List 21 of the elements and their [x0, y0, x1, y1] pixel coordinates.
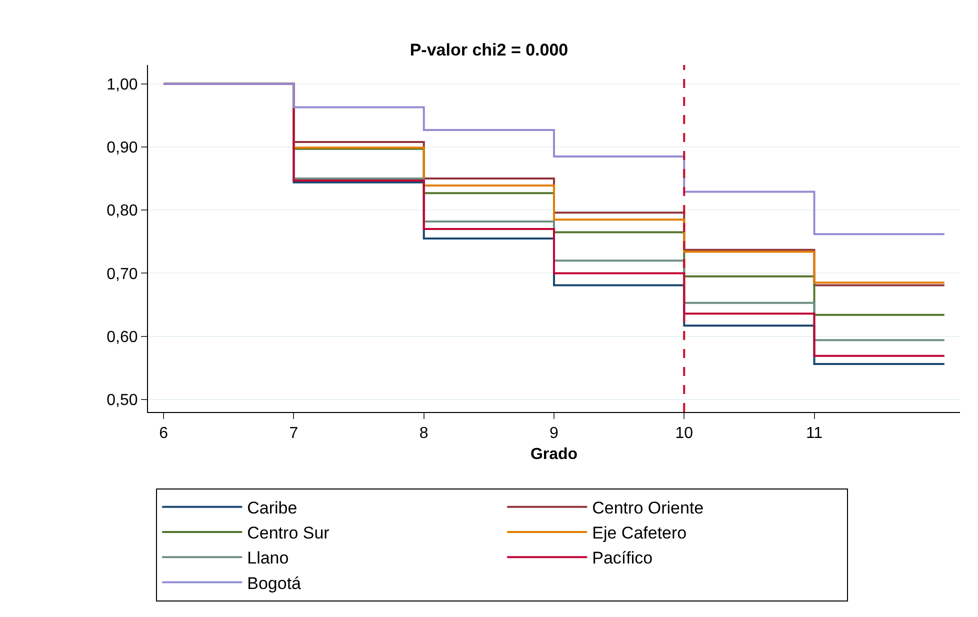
legend-label: Bogotá	[247, 574, 302, 593]
x-tick-label: 8	[419, 425, 428, 442]
x-axis-title: Grado	[530, 446, 578, 463]
y-tick-label: 0,70	[106, 266, 138, 283]
y-tick-label: 0,90	[106, 140, 138, 157]
x-tick-label: 11	[806, 425, 823, 442]
x-tick-label: 7	[289, 425, 298, 442]
legend-label: Pacífico	[592, 548, 653, 568]
y-tick-label: 0,80	[106, 202, 138, 220]
legend-label: Centro Oriente	[592, 498, 704, 518]
y-tick-label: 1,00	[106, 76, 138, 94]
x-tick-label: 9	[550, 425, 559, 442]
x-tick-label: 6	[159, 425, 168, 442]
chart-title: P-valor chi2 = 0.000	[410, 40, 568, 60]
y-tick-label: 0,50	[106, 392, 138, 409]
y-tick-label: 0,60	[106, 328, 138, 346]
legend-label: Centro Sur	[247, 524, 330, 543]
x-tick-label: 10	[675, 425, 694, 442]
legend-label: Llano	[247, 548, 289, 568]
legend-label: Caribe	[247, 498, 298, 518]
legend-label: Eje Cafetero	[592, 524, 687, 543]
